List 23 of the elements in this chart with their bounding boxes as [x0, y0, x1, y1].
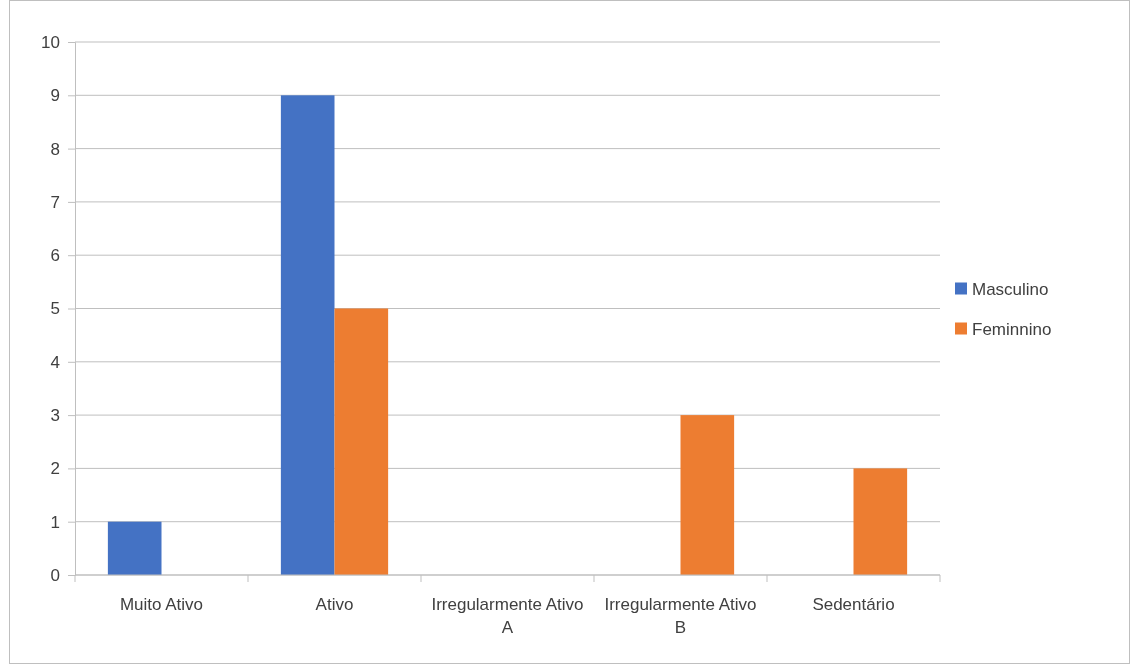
y-tick-label: 2 [50, 459, 60, 479]
x-tick-label: Muito Ativo [119, 595, 204, 614]
bar [280, 95, 335, 575]
y-tick-label: 3 [50, 406, 60, 426]
y-tick-label: 0 [50, 565, 60, 585]
x-tick-label: Ativo [315, 595, 354, 614]
y-tick-label: 7 [50, 192, 60, 212]
bar [334, 308, 389, 575]
x-tick-label: Irregularmente Ativo B [604, 595, 757, 637]
x-tick-label: Irregularmente Ativo A [431, 595, 584, 637]
y-tick-label: 9 [50, 86, 60, 106]
y-tick-label: 6 [50, 246, 60, 266]
x-tick-label: Sedentário [812, 595, 895, 614]
y-tick-label: 5 [50, 299, 60, 319]
y-tick-label: 1 [50, 512, 60, 532]
bar [107, 521, 162, 575]
y-tick-label: 8 [50, 139, 60, 159]
bar [680, 415, 735, 575]
y-tick-label: 4 [50, 352, 60, 372]
y-tick-label: 10 [41, 32, 60, 52]
bar [853, 468, 908, 575]
legend-label: Feminnino [972, 319, 1052, 339]
legend-label: Masculino [972, 279, 1049, 299]
